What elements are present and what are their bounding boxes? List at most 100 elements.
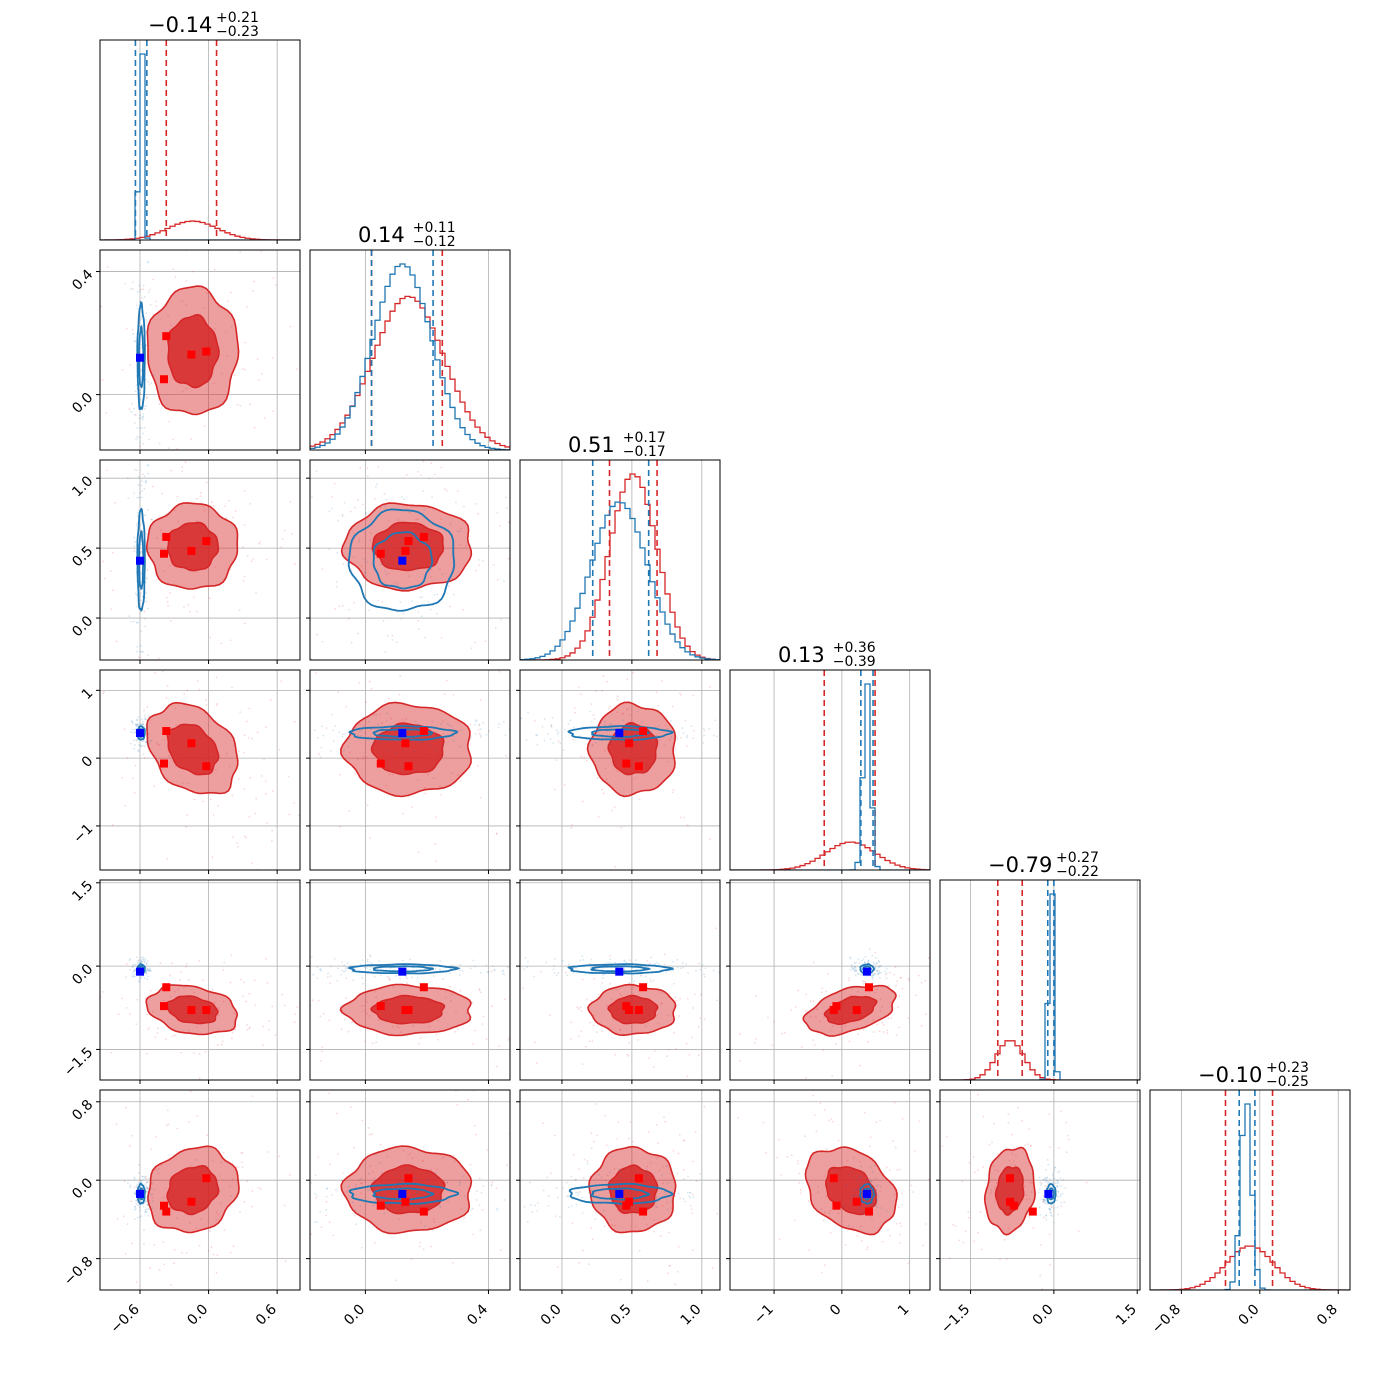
scatter-point — [144, 1208, 147, 1211]
scatter-point — [1059, 1185, 1062, 1188]
scatter-point — [622, 969, 625, 971]
scatter-point — [248, 816, 251, 818]
scatter-point — [255, 591, 257, 594]
scatter-point — [142, 723, 145, 726]
scatter-point — [874, 991, 877, 994]
scatter-point — [472, 959, 475, 962]
scatter-point — [341, 515, 344, 517]
scatter-point — [416, 778, 419, 781]
scatter-point — [253, 280, 256, 283]
scatter-point — [878, 970, 881, 972]
truth-marker-red — [376, 1002, 385, 1011]
scatter-point — [503, 973, 506, 976]
scatter-point — [331, 1194, 334, 1196]
scatter-point — [386, 750, 388, 752]
scatter-point — [620, 1205, 623, 1207]
scatter-point — [166, 685, 169, 687]
scatter-point — [774, 789, 776, 791]
scatter-point — [879, 977, 881, 979]
scatter-point — [474, 641, 477, 644]
scatter-point — [644, 975, 647, 978]
scatter-point — [626, 678, 629, 681]
scatter-point — [135, 650, 138, 653]
title-lower-error: −0.23 — [216, 24, 259, 40]
scatter-point — [394, 1173, 397, 1176]
scatter-point — [271, 790, 274, 792]
scatter-point — [502, 969, 505, 972]
scatter-point — [142, 723, 145, 726]
scatter-point — [410, 559, 412, 562]
scatter-point — [867, 959, 870, 962]
scatter-point — [499, 618, 502, 621]
scatter-point — [433, 593, 436, 596]
scatter-point — [692, 1196, 695, 1199]
scatter-point — [888, 1234, 891, 1237]
scatter-point — [334, 1182, 336, 1184]
scatter-point — [169, 995, 172, 998]
scatter-point — [875, 1197, 878, 1200]
scatter-point — [847, 1224, 850, 1227]
scatter-point — [374, 990, 377, 993]
scatter-point — [186, 814, 189, 816]
scatter-point — [843, 1206, 846, 1209]
scatter-point — [171, 193, 173, 195]
scatter-point — [351, 971, 354, 973]
scatter-point — [136, 959, 139, 962]
scatter-point — [344, 967, 347, 969]
scatter-point — [588, 1261, 590, 1263]
scatter-point — [400, 541, 403, 543]
tick-label-x: 0.4 — [464, 1301, 491, 1328]
scatter-point — [488, 545, 490, 548]
scatter-point — [432, 975, 435, 977]
scatter-point — [454, 421, 456, 423]
scatter-point — [594, 1218, 597, 1221]
scatter-point — [251, 993, 253, 995]
scatter-point — [329, 749, 332, 752]
scatter-point — [449, 985, 451, 988]
scatter-point — [341, 735, 344, 738]
scatter-point — [721, 1198, 723, 1200]
scatter-point — [251, 1190, 254, 1192]
scatter-point — [196, 242, 198, 244]
scatter-point — [146, 260, 149, 263]
scatter-point — [169, 591, 171, 594]
scatter-point — [344, 733, 347, 736]
scatter-point — [1057, 1190, 1060, 1193]
scatter-point — [280, 546, 283, 549]
scatter-point — [245, 836, 248, 839]
scatter-point — [1045, 1168, 1047, 1171]
scatter-point — [203, 509, 206, 512]
scatter-point — [268, 1029, 270, 1031]
scatter-point — [632, 671, 634, 674]
scatter-point — [398, 693, 401, 696]
truth-marker-blue — [398, 1189, 407, 1198]
scatter-point — [134, 414, 137, 417]
scatter-point — [941, 984, 943, 986]
scatter-point — [861, 973, 864, 976]
scatter-point — [129, 287, 132, 290]
scatter-point — [95, 479, 97, 481]
scatter-point — [209, 636, 212, 639]
scatter-point — [664, 724, 667, 727]
scatter-point — [325, 1214, 327, 1217]
scatter-point — [715, 1116, 717, 1118]
scatter-point — [146, 1187, 149, 1190]
scatter-point — [479, 1229, 482, 1232]
scatter-point — [569, 719, 572, 722]
scatter-point — [993, 1200, 996, 1203]
contour-level-39% — [136, 301, 146, 411]
scatter-point — [617, 695, 619, 698]
scatter-point — [618, 1170, 621, 1173]
scatter-point — [569, 741, 571, 743]
scatter-point — [251, 1075, 253, 1077]
scatter-point — [139, 398, 142, 401]
scatter-point — [525, 753, 527, 755]
scatter-point — [1007, 1227, 1010, 1230]
scatter-point — [112, 589, 114, 592]
scatter-point — [708, 728, 711, 730]
scatter-point — [967, 1211, 970, 1214]
scatter-point — [187, 603, 189, 606]
scatter-point — [143, 972, 146, 975]
scatter-point — [366, 475, 369, 478]
scatter-point — [922, 1244, 925, 1247]
